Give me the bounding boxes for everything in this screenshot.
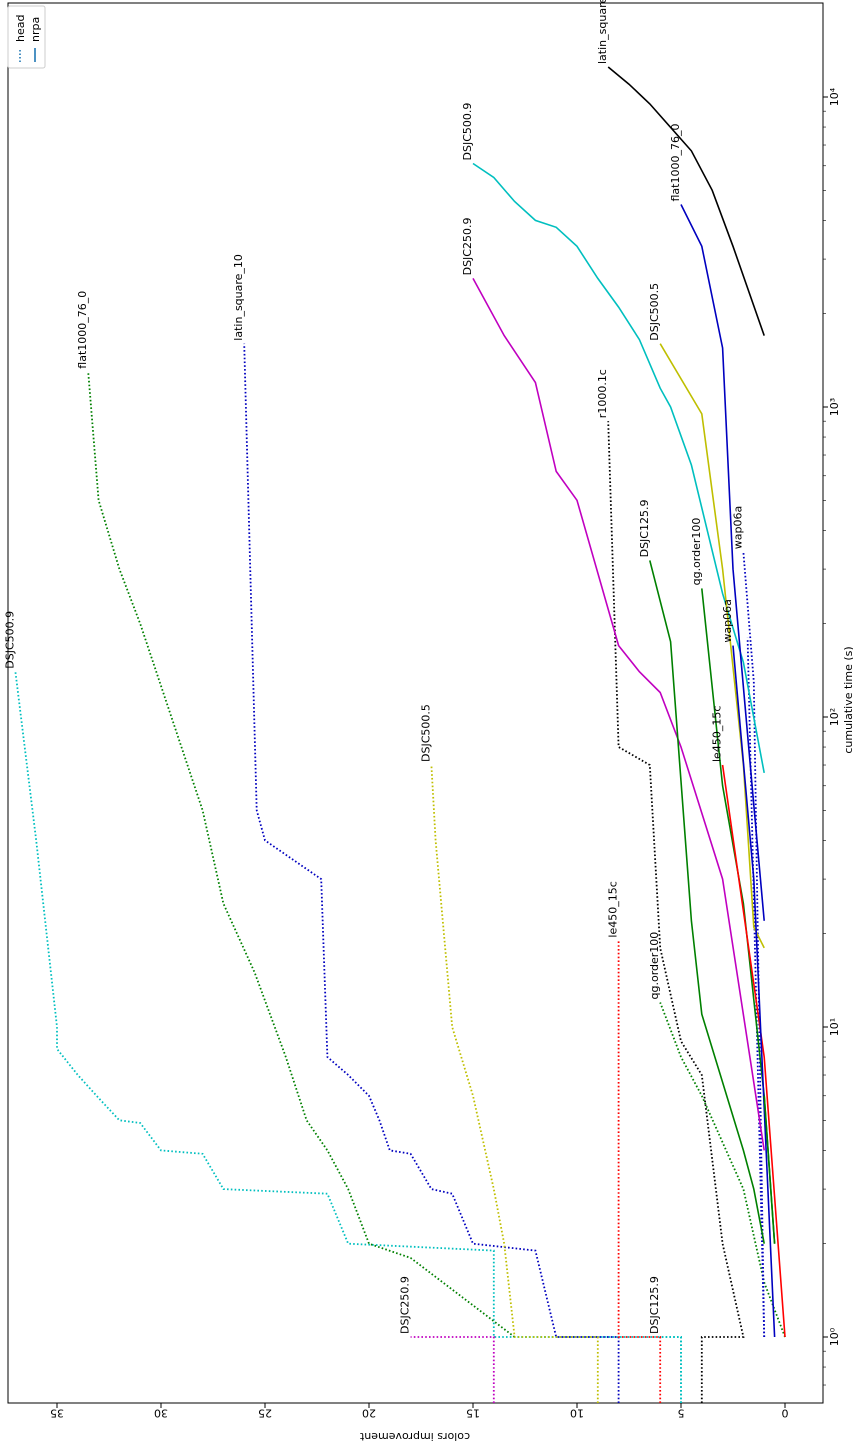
series-annotation: le450_15c <box>607 881 620 937</box>
series-annotation: DSJC500.9 <box>461 103 474 161</box>
series-annotations: DSJC500.9 flat1000_76_0 latin_square_10 DSJ… <box>3 0 744 1334</box>
series-annotation: DSJC250.9 <box>399 1276 412 1334</box>
series-line-head-dsjc500-9 <box>14 671 682 1403</box>
series-annotation: qg.order100 <box>690 518 703 586</box>
series-lines <box>14 66 786 1403</box>
series-annotation: DSJC125.9 <box>648 1276 661 1334</box>
series-annotation: DSJC500.5 <box>419 704 432 762</box>
series-line-nrpa-dsjc250-9 <box>472 278 765 1151</box>
plot-frame <box>7 2 824 1404</box>
y-tick-label: 15 <box>466 1407 480 1420</box>
series-annotation: DSJC125.9 <box>638 500 651 558</box>
series-annotation: flat1000_76_0 <box>669 124 682 202</box>
x-tick-label: 10² <box>828 708 841 726</box>
series-annotation: flat1000_76_0 <box>76 291 89 369</box>
series-annotation: wap06a <box>721 599 734 642</box>
series-annotation: le450_15c <box>711 706 724 762</box>
series-line-head-wap06a <box>742 552 766 1338</box>
series-line-nrpa <box>763 1095 776 1244</box>
series-line-nrpa-dsjc500-9 <box>472 162 765 774</box>
series-line-head-latin-square-10 <box>243 343 620 1403</box>
axis-ticks: 10⁰ 10¹ 10² 10³ 10⁴ 0 5 10 15 20 25 30 35 <box>50 87 841 1419</box>
series-annotation: DSJC500.5 <box>648 283 661 341</box>
x-tick-label: 10³ <box>828 398 841 416</box>
x-tick-label: 10⁰ <box>828 1327 841 1346</box>
x-tick-label: 10⁴ <box>828 87 841 106</box>
legend-label-nrpa: nrpa <box>29 17 42 42</box>
legend-label-head: head <box>14 15 27 42</box>
series-annotation: wap06a <box>731 506 744 549</box>
legend: head nrpa <box>7 5 46 69</box>
y-tick-label: 35 <box>50 1407 64 1420</box>
series-annotation: DSJC250.9 <box>461 218 474 276</box>
series-annotation: latin_square_10 <box>232 254 245 341</box>
y-tick-label: 10 <box>570 1407 584 1420</box>
y-tick-label: 0 <box>782 1407 789 1420</box>
x-axis-label: cumulative time (s) <box>842 646 853 753</box>
series-line-nrpa-le450-15c <box>721 764 786 1338</box>
series-line-nrpa-wap06a <box>732 645 776 1338</box>
series-line-head-dsjc125-9 <box>660 1336 682 1403</box>
series-line-nrpa-dsjc500-5 <box>659 343 765 949</box>
y-tick-label: 25 <box>258 1407 272 1420</box>
series-annotation: latin_square_10 <box>596 0 609 64</box>
series-line-nrpa-dsjc125-9 <box>649 560 765 1244</box>
series-annotation: qg.order100 <box>648 932 661 1000</box>
series-line-nrpa-flat1000-76-0 <box>680 204 765 921</box>
series-line-head <box>746 637 766 1338</box>
series-line-head-dsjc250-9 <box>410 1336 495 1403</box>
series-annotation: DSJC500.9 <box>3 611 16 669</box>
series-line-head-dsjc500-5 <box>430 764 599 1403</box>
y-tick-label: 20 <box>362 1407 376 1420</box>
series-line-head-flat1000-76-0 <box>87 371 516 1338</box>
x-tick-label: 10¹ <box>828 1018 841 1036</box>
y-axis-label: colors improvement <box>359 1430 470 1443</box>
y-tick-label: 5 <box>678 1407 685 1420</box>
series-line-nrpa-latin-square-10 <box>607 66 765 336</box>
series-annotation: r1000.1c <box>596 369 609 418</box>
y-tick-label: 30 <box>154 1407 168 1420</box>
